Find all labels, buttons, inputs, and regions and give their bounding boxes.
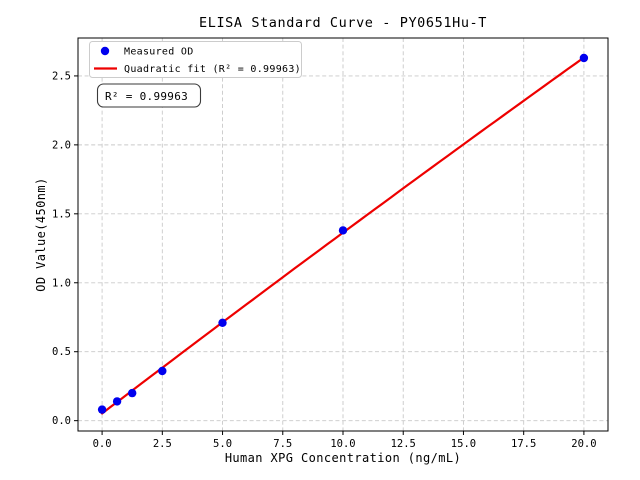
x-tick-label: 5.0 [213,438,232,450]
y-tick-label: 0.0 [52,415,71,427]
y-tick-label: 2.5 [52,70,71,82]
series-layer [97,53,589,415]
axis-layer: 0.0 2.5 5.0 7.5 10.0 12.5 15.0 17.5 20.0 0.0 0.5 1.… [52,70,597,450]
r-squared-annotation: R² = 0.99963 [96,83,202,108]
y-tick-label: 2.0 [52,139,71,151]
x-tick-label: 20.0 [571,438,596,450]
x-tick-label: 0.0 [93,438,112,450]
y-tick-label: 1.5 [52,208,71,220]
data-point [128,388,137,398]
legend-label-measured-od: Measured OD [124,47,194,58]
y-axis-label: OD Value(450nm) [34,177,48,291]
x-tick-label: 15.0 [451,438,476,450]
legend-box [89,41,302,78]
data-point [112,397,122,406]
r-squared-annotation-text: R² = 0.99963 [105,90,188,103]
legend-marker-measured-od [100,46,110,56]
legend-label-quadratic-fit: Quadratic fit (R² = 0.99963) [124,64,301,75]
data-point [338,226,348,235]
plot-border [77,37,609,432]
chart-title: ELISA Standard Curve - PY0651Hu-T [199,15,487,31]
legend: Measured OD Quadratic fit (R² = 0.99963) [89,41,302,78]
data-point [97,405,107,414]
data-point [218,318,227,327]
x-tick-label: 2.5 [153,438,172,450]
r-squared-annotation-box [96,83,202,108]
y-tick-label: 0.5 [52,346,71,358]
y-tick-label: 1.0 [52,277,71,289]
x-tick-label: 7.5 [273,438,292,450]
data-point [158,366,167,376]
x-tick-label: 17.5 [511,438,536,450]
data-point [579,53,589,63]
x-axis-label: Human XPG Concentration (ng/mL) [225,451,461,465]
x-tick-label: 10.0 [330,438,355,450]
x-tick-label: 12.5 [391,438,416,450]
